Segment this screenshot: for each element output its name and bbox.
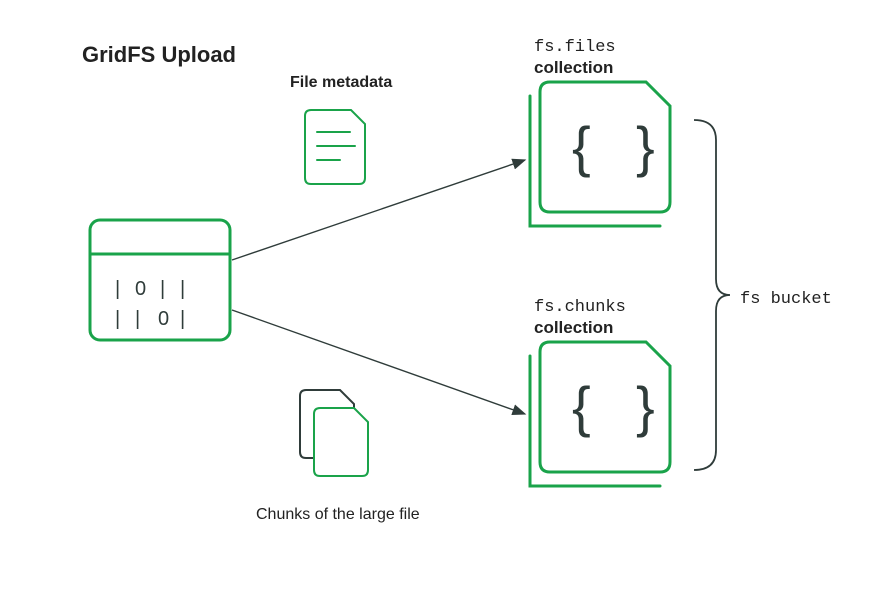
chunks-doc-front bbox=[314, 408, 368, 476]
large-file-bit: | bbox=[115, 308, 120, 330]
large-file-bit: | bbox=[180, 278, 185, 300]
files-collection-brace-left: { bbox=[572, 115, 591, 178]
arrow-1 bbox=[232, 310, 525, 414]
large-file-bit: 0 bbox=[158, 308, 169, 330]
large-file-bit: | bbox=[135, 308, 140, 330]
large-file-bit: | bbox=[115, 278, 120, 300]
large-file-bit: | bbox=[160, 278, 165, 300]
chunks-collection-brace-left: { bbox=[572, 375, 591, 438]
files-collection-brace-right: } bbox=[636, 115, 655, 178]
large-file-bit: 0 bbox=[135, 278, 146, 300]
arrow-0 bbox=[232, 160, 525, 260]
chunks-collection-brace-right: } bbox=[636, 375, 655, 438]
large-file-bit: | bbox=[180, 308, 185, 330]
bucket-brace bbox=[694, 120, 730, 470]
diagram-canvas: | 0 | | | | 0 | {} {} bbox=[0, 0, 886, 599]
